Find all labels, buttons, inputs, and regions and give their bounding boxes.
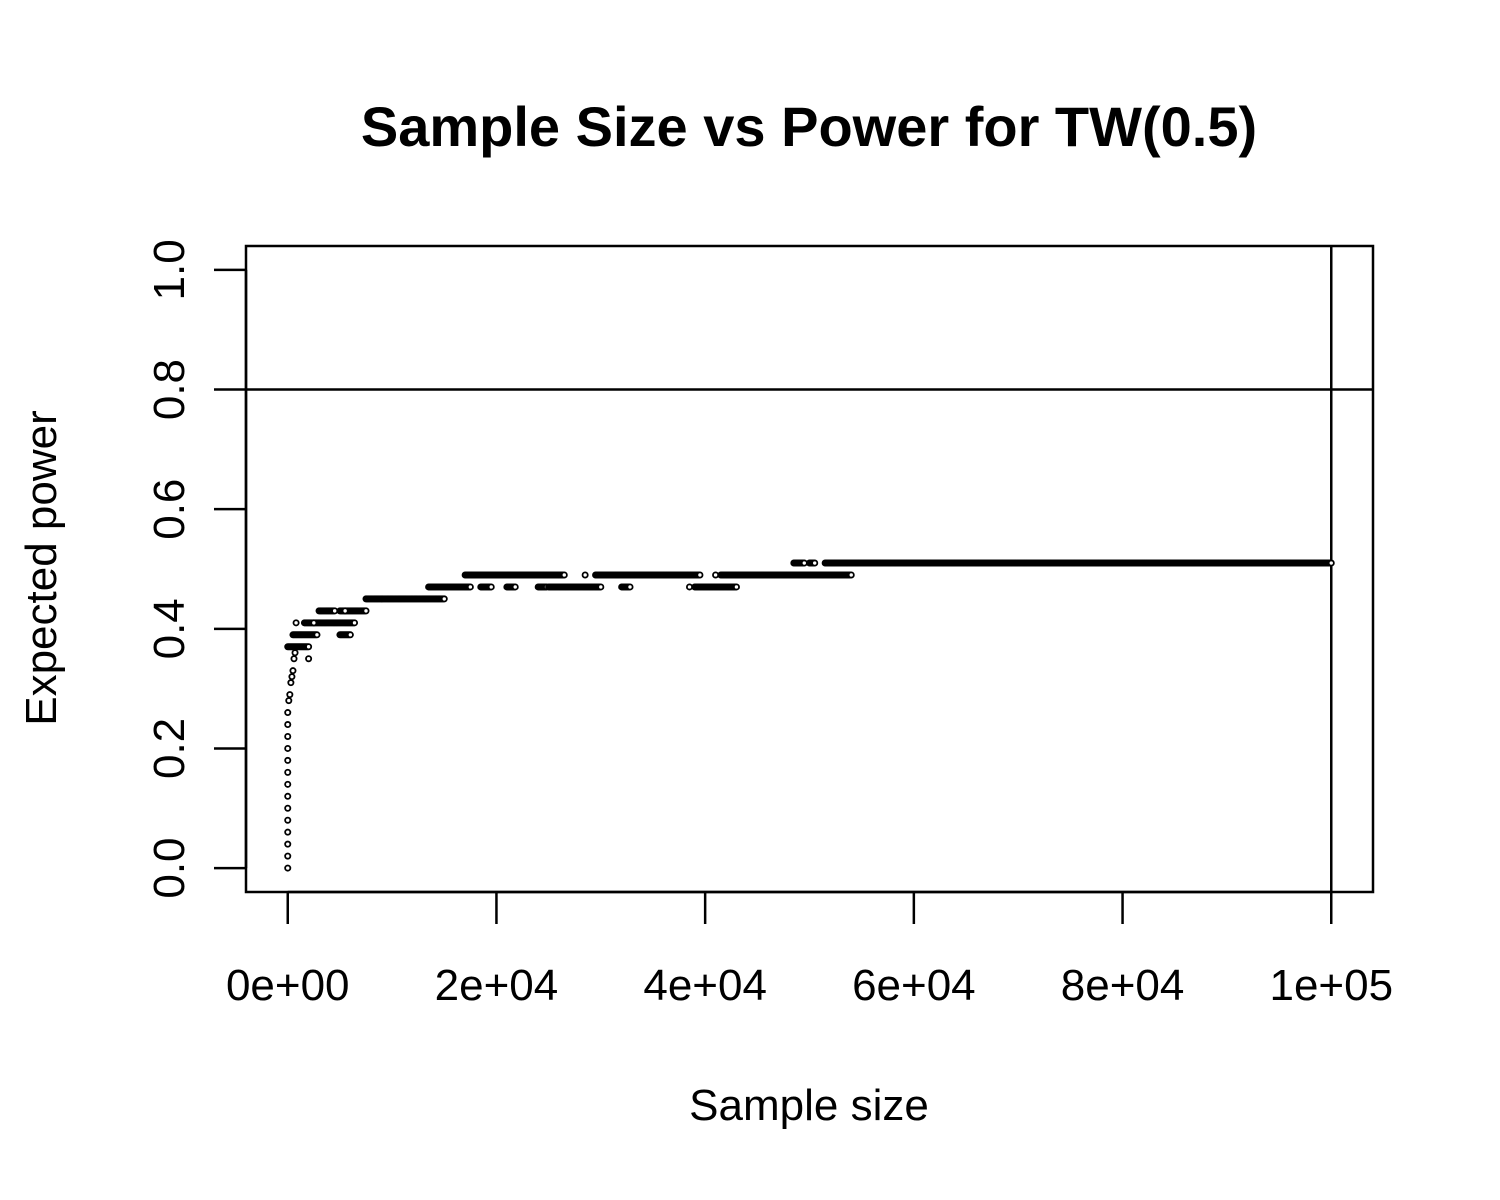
data-point bbox=[511, 583, 519, 591]
data-point bbox=[284, 780, 292, 788]
data-point bbox=[560, 571, 568, 579]
data-point bbox=[626, 583, 634, 591]
x-tick-label: 8e+04 bbox=[1061, 961, 1185, 1010]
data-point bbox=[287, 679, 295, 687]
data-point bbox=[288, 673, 296, 681]
data-point bbox=[284, 804, 292, 812]
data-point bbox=[286, 691, 294, 699]
x-axis: 0e+00 2e+04 4e+04 6e+04 8e+04 1e+05 bbox=[226, 890, 1393, 1010]
x-axis-label: Sample size bbox=[689, 1081, 929, 1130]
data-point bbox=[290, 655, 298, 663]
chart-title: Sample Size vs Power for TW(0.5) bbox=[361, 95, 1257, 158]
data-point bbox=[685, 583, 693, 591]
data-point bbox=[284, 828, 292, 836]
data-point bbox=[362, 607, 370, 615]
data-point bbox=[712, 571, 720, 579]
data-point bbox=[341, 607, 349, 615]
x-tick-label: 1e+05 bbox=[1269, 961, 1393, 1010]
data-point bbox=[1327, 559, 1335, 567]
x-tick-label: 0e+00 bbox=[226, 961, 350, 1010]
data-point bbox=[284, 816, 292, 824]
data-point bbox=[284, 756, 292, 764]
y-tick-label: 0.6 bbox=[145, 479, 194, 540]
data-point bbox=[732, 583, 740, 591]
data-point bbox=[597, 583, 605, 591]
data-point bbox=[285, 697, 293, 705]
data-point bbox=[284, 721, 292, 729]
data-point bbox=[466, 583, 474, 591]
x-tick-label: 6e+04 bbox=[852, 961, 976, 1010]
data-point bbox=[284, 732, 292, 740]
data-point bbox=[696, 571, 704, 579]
data-point bbox=[310, 619, 318, 627]
data-points bbox=[284, 559, 1335, 872]
y-axis: 0.0 0.2 0.4 0.6 0.8 1.0 bbox=[145, 239, 248, 899]
data-point bbox=[284, 768, 292, 776]
data-point bbox=[284, 792, 292, 800]
data-point bbox=[811, 559, 819, 567]
data-point bbox=[291, 649, 299, 657]
data-point bbox=[581, 571, 589, 579]
data-point bbox=[487, 583, 495, 591]
data-point bbox=[440, 595, 448, 603]
data-point bbox=[847, 571, 855, 579]
x-tick-label: 4e+04 bbox=[643, 961, 767, 1010]
data-point bbox=[284, 852, 292, 860]
y-tick-label: 0.8 bbox=[145, 359, 194, 420]
reference-lines bbox=[246, 246, 1373, 892]
data-point bbox=[284, 709, 292, 717]
data-point bbox=[284, 864, 292, 872]
data-point bbox=[346, 631, 354, 639]
data-point bbox=[284, 744, 292, 752]
y-tick-label: 0.4 bbox=[145, 598, 194, 659]
y-tick-label: 0.0 bbox=[145, 837, 194, 898]
data-point bbox=[305, 643, 313, 651]
y-axis-label: Expected power bbox=[17, 410, 66, 726]
plot-frame bbox=[244, 244, 1375, 894]
x-tick-label: 2e+04 bbox=[435, 961, 559, 1010]
y-tick-label: 1.0 bbox=[145, 239, 194, 300]
data-point bbox=[305, 655, 313, 663]
data-point bbox=[313, 631, 321, 639]
data-point bbox=[289, 667, 297, 675]
data-point bbox=[284, 840, 292, 848]
y-tick-label: 0.2 bbox=[145, 718, 194, 779]
data-point bbox=[292, 619, 300, 627]
data-point bbox=[351, 619, 359, 627]
